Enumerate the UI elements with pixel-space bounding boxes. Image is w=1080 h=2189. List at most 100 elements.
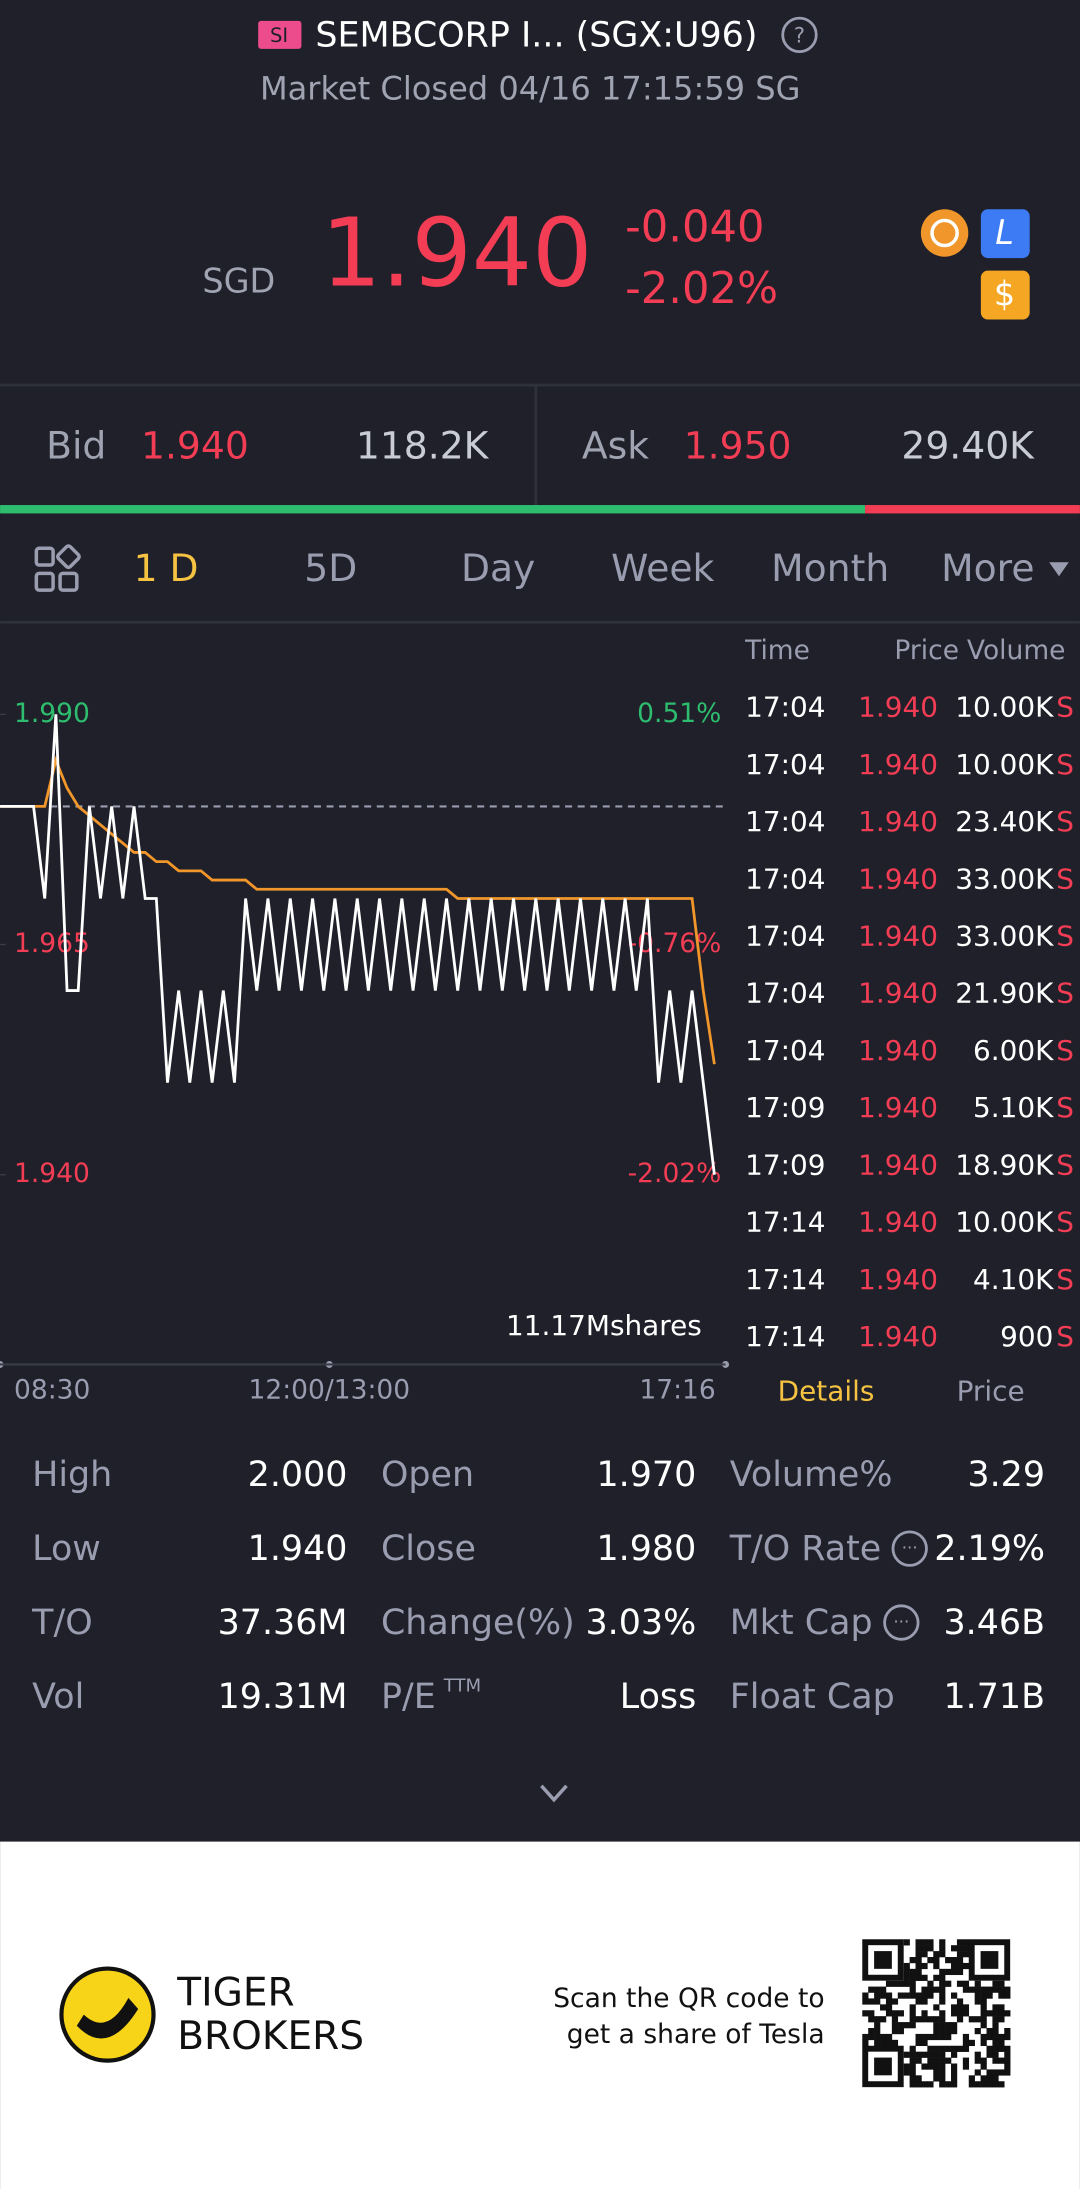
help-icon-glyph: ? xyxy=(794,23,805,47)
qr-module xyxy=(903,2022,910,2029)
qr-module xyxy=(1004,2051,1011,2058)
qr-module xyxy=(921,2039,928,2047)
trade-time: 17:14 xyxy=(745,1206,825,1239)
period-tab[interactable]: Day xyxy=(461,546,535,590)
qr-module xyxy=(868,2010,875,2017)
qr-module xyxy=(1004,1992,1011,1999)
qr-module xyxy=(956,2004,964,2011)
qr-module xyxy=(992,2022,999,2029)
trade-header: Volume xyxy=(967,635,1066,666)
qr-module xyxy=(992,2004,999,2011)
qr-module xyxy=(921,1986,928,1993)
qr-module xyxy=(927,1980,934,1987)
qr-module xyxy=(927,2063,934,2070)
grid-icon[interactable] xyxy=(34,544,81,592)
info-icon[interactable] xyxy=(883,1604,920,1641)
qr-module xyxy=(945,2045,952,2052)
trade-time: 17:04 xyxy=(745,748,825,781)
stat-label: Open xyxy=(381,1455,474,1495)
intraday-chart: 1.990 0.51%1.965 -0.76%1.940 -2.02%08:30 12:… xyxy=(0,698,730,1405)
qr-module xyxy=(951,1957,958,1964)
qr-module xyxy=(992,2033,999,2041)
stats-table: High 2.000 Open 1.970 Volume% 3.29 Low 1.940 Clo… xyxy=(31,1455,1045,1717)
help-icon[interactable] xyxy=(781,16,818,54)
qr-module xyxy=(980,2063,987,2070)
qr-module xyxy=(909,1968,916,1976)
qr-module xyxy=(933,1974,940,1981)
qr-module xyxy=(939,2081,946,2088)
icon-orange[interactable] xyxy=(920,209,969,257)
qr-module xyxy=(1004,2045,1011,2052)
qr-module xyxy=(951,2027,958,2035)
qr-module xyxy=(939,2033,946,2041)
trade-volume: 18.90K xyxy=(955,1148,1054,1181)
qr-module xyxy=(927,2051,934,2058)
info-icon[interactable] xyxy=(891,1530,928,1567)
trade-header: Time xyxy=(744,635,810,666)
qr-module xyxy=(986,2045,993,2052)
badge xyxy=(258,20,302,49)
ask-price: 1.950 xyxy=(684,423,792,467)
qr-module xyxy=(1004,2057,1011,2064)
qr-module xyxy=(956,1939,964,1946)
pct-label: -2.02% xyxy=(628,1158,722,1189)
qr-module xyxy=(874,1992,881,1999)
qr-module xyxy=(939,2075,946,2082)
stock-title: SEMBCORP I... (SGX:U96) xyxy=(315,15,757,55)
qr-module xyxy=(962,2004,970,2011)
qr-module xyxy=(939,2016,946,2023)
period-tab[interactable]: Month xyxy=(771,546,889,590)
icon-dollar[interactable] xyxy=(980,270,1030,320)
trade-price: 1.940 xyxy=(858,977,938,1010)
more-arrow xyxy=(1049,562,1069,577)
stat-label: High xyxy=(32,1455,112,1495)
trade-price: 1.940 xyxy=(858,1034,938,1067)
qr-module xyxy=(951,1945,958,1952)
qr-module xyxy=(986,2051,993,2058)
qr-module xyxy=(974,2069,981,2076)
qr-module xyxy=(933,2063,940,2070)
trade-volume: 10.00K xyxy=(955,1206,1054,1239)
expand-chevron[interactable] xyxy=(540,1784,568,1803)
qr-module xyxy=(945,1968,952,1976)
trade-side: S xyxy=(1056,1091,1074,1124)
qr-module xyxy=(909,2004,916,2011)
stat-label: Low xyxy=(32,1529,101,1569)
period-tab[interactable]: 1 D xyxy=(134,546,199,590)
qr-module xyxy=(992,2075,999,2082)
qr-module xyxy=(915,1998,922,2005)
trade-volume: 4.10K xyxy=(973,1263,1054,1296)
qr-module xyxy=(897,2010,904,2017)
qr-module xyxy=(998,1986,1005,1993)
trade-time: 17:14 xyxy=(745,1263,825,1296)
qr-module xyxy=(974,2027,981,2035)
period-tab[interactable]: Week xyxy=(611,546,714,590)
trade-tab[interactable]: Details xyxy=(778,1374,875,1407)
period-tab[interactable]: More xyxy=(941,546,1034,590)
stat-value: 1.940 xyxy=(248,1529,348,1569)
qr-module xyxy=(885,2004,893,2011)
qr-module xyxy=(945,1980,952,1987)
trade-side: S xyxy=(1056,1148,1074,1181)
qr-module xyxy=(951,2045,958,2052)
qr-module xyxy=(862,1992,869,1999)
qr-module xyxy=(951,1962,958,1970)
qr-module xyxy=(939,2063,946,2070)
qr-module xyxy=(862,2039,869,2047)
trade-side: S xyxy=(1056,748,1074,781)
qr-module xyxy=(939,1992,946,1999)
qr-module xyxy=(974,2081,981,2088)
trade-side: S xyxy=(1056,1034,1074,1067)
trade-time: 17:04 xyxy=(745,805,825,838)
qr-module xyxy=(921,1951,928,1958)
qr-module xyxy=(998,2004,1005,2011)
trade-tab[interactable]: Price xyxy=(957,1374,1025,1407)
icon-level[interactable] xyxy=(980,209,1030,259)
trade-time: 17:14 xyxy=(745,1320,825,1353)
period-tab[interactable]: 5D xyxy=(304,546,357,590)
qr-module xyxy=(974,1980,981,1987)
qr-module xyxy=(939,1951,946,1958)
qr-module xyxy=(1004,2063,1011,2070)
qr-module xyxy=(980,2016,987,2023)
